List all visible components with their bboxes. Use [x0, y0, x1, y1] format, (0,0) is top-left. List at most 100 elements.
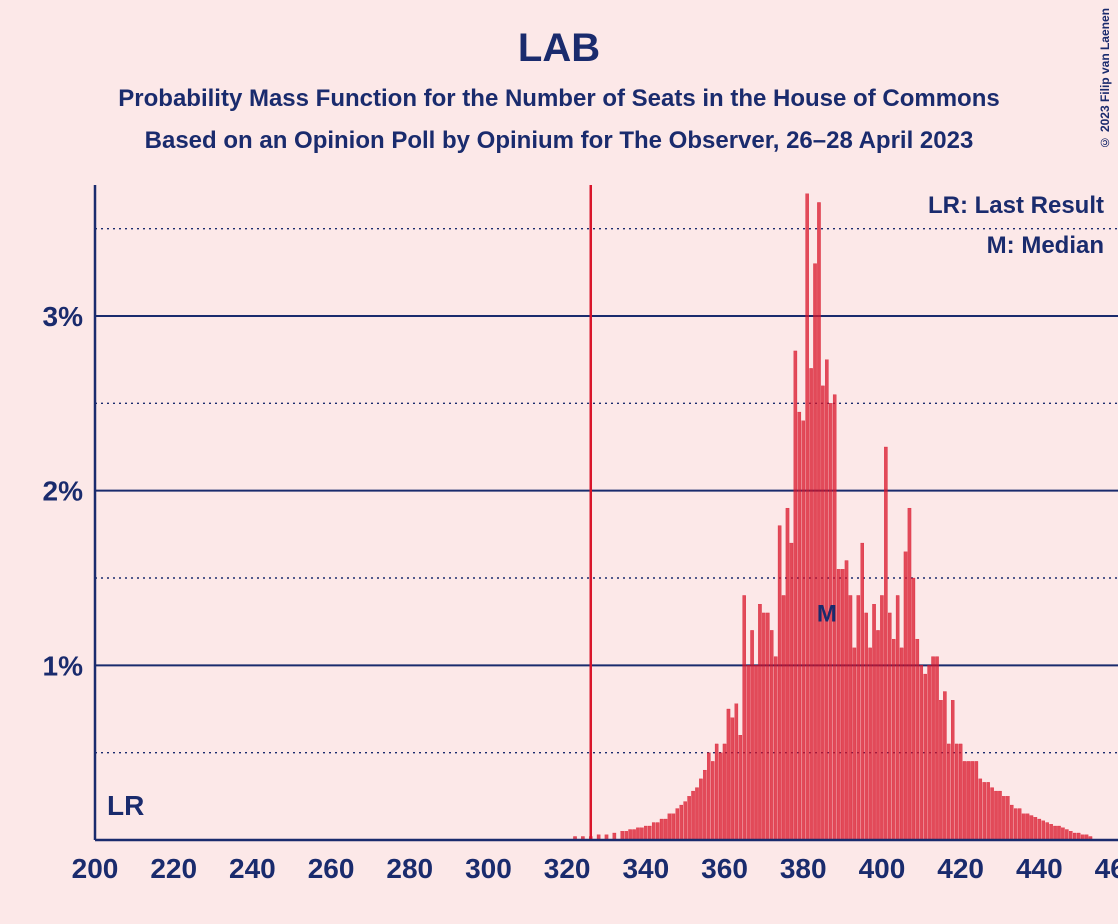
histogram-bar: [735, 704, 738, 840]
histogram-bar: [644, 826, 647, 840]
histogram-bar: [939, 700, 942, 840]
histogram-bar: [1046, 823, 1049, 840]
histogram-bar: [876, 630, 879, 840]
copyright-text: © 2023 Filip van Laenen: [1098, 8, 1112, 149]
histogram-bar: [684, 802, 687, 840]
histogram-bar: [652, 823, 655, 840]
x-axis-label: 280: [386, 853, 433, 884]
median-label: M: [817, 601, 837, 628]
x-axis-label: 240: [229, 853, 276, 884]
x-axis-label: 440: [1016, 853, 1063, 884]
histogram-bar: [660, 819, 663, 840]
histogram-bar: [1014, 809, 1017, 840]
histogram-bar: [924, 674, 927, 840]
y-axis-label: 1%: [43, 650, 84, 681]
histogram-bar: [1002, 796, 1005, 840]
histogram-bar: [908, 508, 911, 840]
histogram-bar: [1038, 819, 1041, 840]
histogram-bar: [747, 665, 750, 840]
histogram-bar: [676, 809, 679, 840]
x-axis-label: 340: [622, 853, 669, 884]
histogram-bar: [648, 826, 651, 840]
histogram-bar: [947, 744, 950, 840]
histogram-bar: [892, 639, 895, 840]
histogram-bar: [967, 761, 970, 840]
histogram-bar: [857, 595, 860, 840]
histogram-bar: [719, 753, 722, 840]
histogram-bar: [853, 648, 856, 840]
histogram-bar: [707, 753, 710, 840]
x-axis-label: 460: [1095, 853, 1118, 884]
histogram-bar: [1057, 826, 1060, 840]
histogram-bar: [994, 791, 997, 840]
histogram-bar: [621, 831, 624, 840]
histogram-bar: [632, 830, 635, 840]
histogram-bar: [774, 657, 777, 840]
histogram-bar: [865, 613, 868, 840]
histogram-bar: [625, 831, 628, 840]
histogram-bar: [688, 796, 691, 840]
histogram-bar: [813, 264, 816, 840]
histogram-bar: [798, 412, 801, 840]
histogram-bar: [837, 569, 840, 840]
legend-lr: LR: Last Result: [928, 192, 1104, 219]
histogram-bar: [802, 421, 805, 840]
histogram-bar: [975, 761, 978, 840]
histogram-bar: [727, 709, 730, 840]
histogram-bar: [943, 692, 946, 840]
histogram-bar: [861, 543, 864, 840]
histogram-bar: [664, 819, 667, 840]
histogram-bar: [912, 578, 915, 840]
histogram-bar: [754, 665, 757, 840]
histogram-bar: [723, 744, 726, 840]
histogram-bar: [762, 613, 765, 840]
histogram-bar: [640, 828, 643, 840]
histogram-bar: [1034, 817, 1037, 840]
histogram-bar: [845, 561, 848, 840]
histogram-bar: [778, 526, 781, 840]
histogram-bar: [786, 508, 789, 840]
histogram-bar: [770, 630, 773, 840]
histogram-bar: [680, 805, 683, 840]
histogram-bar: [656, 823, 659, 840]
histogram-bar: [900, 648, 903, 840]
histogram-bar: [849, 595, 852, 840]
histogram-bar: [695, 788, 698, 840]
histogram-bar: [896, 595, 899, 840]
histogram-bar: [1050, 824, 1053, 840]
histogram-bar: [1010, 805, 1013, 840]
x-axis-label: 320: [544, 853, 591, 884]
histogram-bar: [928, 665, 931, 840]
histogram-bar: [817, 202, 820, 840]
histogram-bar: [758, 604, 761, 840]
histogram-bar: [711, 761, 714, 840]
y-axis-label: 3%: [43, 301, 84, 332]
x-axis-label: 400: [859, 853, 906, 884]
x-axis-label: 220: [150, 853, 197, 884]
histogram-bar: [810, 368, 813, 840]
histogram-bar: [636, 828, 639, 840]
chart-subtitle-2: Based on an Opinion Poll by Opinium for …: [0, 127, 1118, 155]
histogram-bar: [668, 814, 671, 840]
histogram-bar: [983, 782, 986, 840]
histogram-bar: [916, 639, 919, 840]
histogram-bar: [979, 779, 982, 840]
histogram-bar: [841, 569, 844, 840]
x-axis-label: 300: [465, 853, 512, 884]
histogram-bar: [1026, 814, 1029, 840]
histogram-bar: [1018, 809, 1021, 840]
legend-m: M: Median: [987, 232, 1104, 259]
histogram-bar: [715, 744, 718, 840]
histogram-bar: [1030, 816, 1033, 840]
histogram-bar: [951, 700, 954, 840]
histogram-bar: [672, 814, 675, 840]
histogram-bar: [1053, 826, 1056, 840]
chart-area: 1%2%3%2002202402602803003203403603804004…: [0, 185, 1118, 905]
histogram-bar: [959, 744, 962, 840]
chart-title: LAB: [0, 0, 1118, 71]
histogram-bar: [888, 613, 891, 840]
histogram-bar: [904, 552, 907, 840]
x-axis-label: 360: [701, 853, 748, 884]
histogram-bar: [987, 782, 990, 840]
histogram-bar: [998, 791, 1001, 840]
